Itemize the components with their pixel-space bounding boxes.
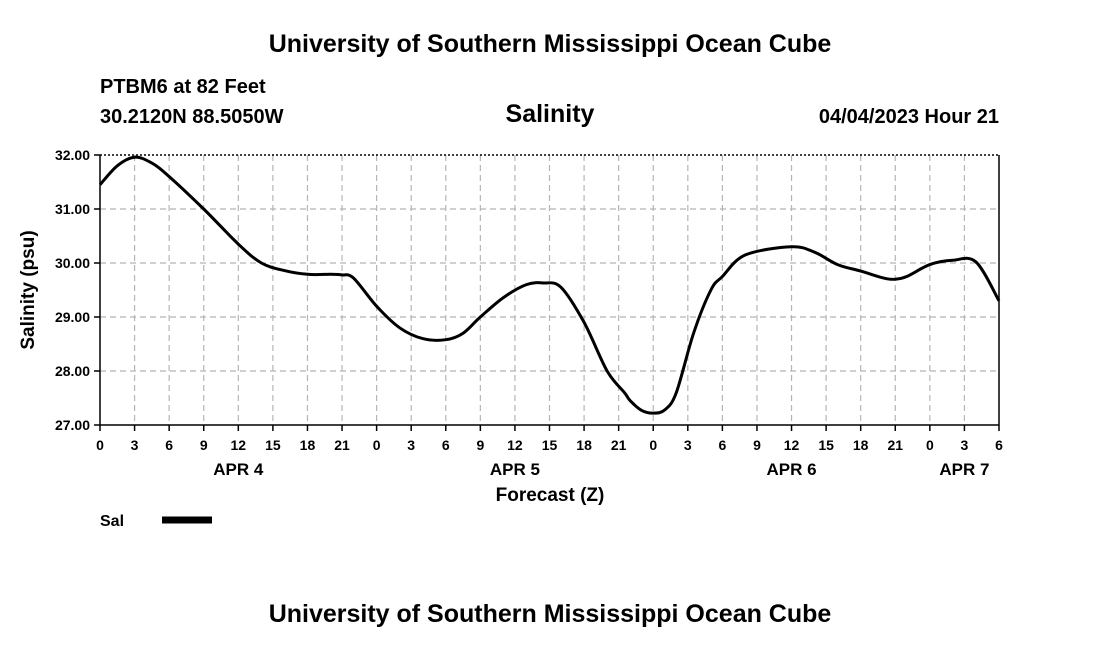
y-tick-label: 29.00 [55,309,90,325]
x-tick-label: 12 [507,437,523,453]
day-label: APR 5 [490,460,540,479]
x-tick-label: 6 [995,437,1003,453]
page-title: University of Southern Mississippi Ocean… [268,30,832,58]
x-tick-label: 3 [407,437,415,453]
x-tick-label: 15 [818,437,834,453]
y-tick-label: 32.00 [55,147,90,163]
day-label: APR 4 [213,460,264,479]
x-tick-label: 9 [476,437,484,453]
y-axis-title: Salinity (psu) [18,230,39,349]
x-tick-label: 15 [542,437,558,453]
x-tick-label: 18 [300,437,316,453]
x-tick-label: 6 [165,437,173,453]
x-tick-label: 9 [200,437,208,453]
x-tick-label: 0 [96,437,104,453]
day-label: APR 6 [766,460,816,479]
x-tick-label: 12 [784,437,800,453]
forecast-timestamp: 04/04/2023 Hour 21 [818,106,999,128]
x-tick-label: 15 [265,437,281,453]
x-tick-label: 12 [231,437,247,453]
x-tick-label: 21 [334,437,350,453]
y-tick-label: 27.00 [55,417,90,433]
x-tick-label: 0 [649,437,657,453]
x-tick-label: 6 [718,437,726,453]
x-tick-label: 21 [887,437,903,453]
x-tick-label: 3 [961,437,969,453]
x-tick-label: 18 [853,437,869,453]
station-coordinates: 30.2120N 88.5050W [100,106,284,128]
series-line-sal [98,155,1001,415]
y-tick-label: 31.00 [55,201,90,217]
day-label: APR 7 [939,460,989,479]
x-axis-title: Forecast (Z) [496,485,605,506]
x-tick-label: 3 [684,437,692,453]
station-name: PTBM6 at 82 Feet [100,76,266,98]
chart-title: Salinity [505,100,595,128]
y-tick-label: 28.00 [55,363,90,379]
x-tick-label: 9 [753,437,761,453]
x-tick-label: 0 [373,437,381,453]
x-tick-label: 3 [131,437,139,453]
legend-label: Sal [100,513,124,530]
x-tick-label: 21 [611,437,627,453]
footer-title: University of Southern Mississippi Ocean… [268,600,832,628]
x-tick-label: 0 [926,437,934,453]
x-tick-label: 6 [442,437,450,453]
x-tick-label: 18 [576,437,592,453]
y-tick-label: 30.00 [55,255,90,271]
